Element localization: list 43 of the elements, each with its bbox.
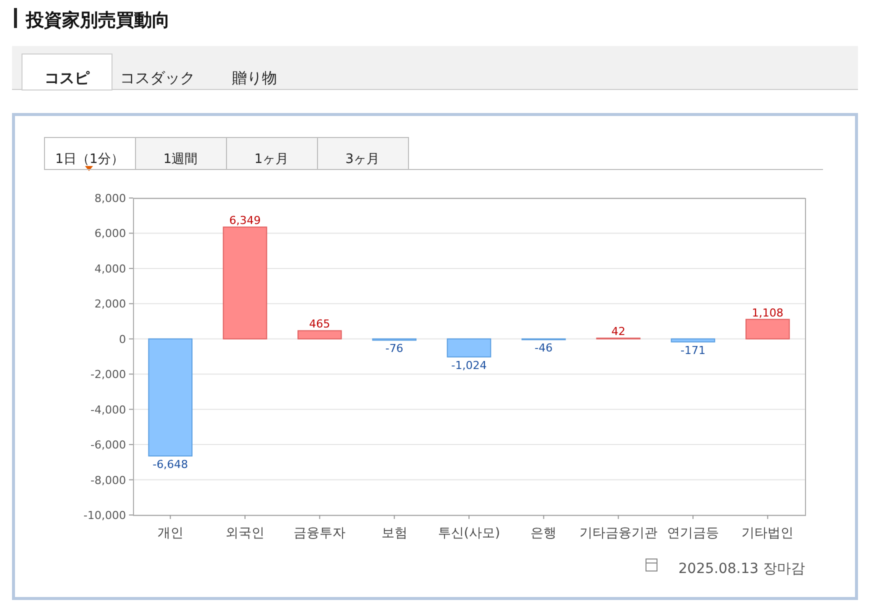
x-tick-label: 금융투자: [294, 526, 346, 541]
x-tick-label: 개인: [157, 526, 184, 541]
data-label: 42: [611, 325, 626, 338]
x-tick-label: 외국인: [226, 526, 264, 541]
y-tick-label: -2,000: [90, 368, 126, 382]
x-tick-label: 투신(사모): [438, 526, 500, 541]
text: 1ヶ月: [254, 152, 289, 167]
bar: [222, 226, 268, 340]
data-label: -171: [680, 344, 706, 357]
text: コスピ: [44, 69, 90, 87]
x-tick-label: 연기금등: [667, 526, 719, 541]
bar: [746, 318, 790, 340]
y-tick-label: -4,000: [90, 403, 126, 416]
text: 2025.08.13 장마감: [678, 561, 805, 577]
x-tick-label: 보험: [381, 526, 408, 541]
text: 1日（1分）: [55, 152, 124, 167]
text: 贈り物: [232, 69, 277, 87]
text: 1週間: [163, 152, 198, 167]
text: コスダック: [120, 69, 195, 87]
x-tick-label: 기타금융기관: [579, 526, 658, 541]
text: 3ヶ月: [345, 152, 380, 167]
data-label: -46: [534, 342, 553, 355]
y-tick-label: -6,000: [90, 438, 126, 452]
data-label: -1,024: [451, 358, 487, 372]
y-tick-label: -8,000: [90, 474, 126, 487]
y-tick-label: 0: [119, 332, 126, 346]
data-label: 6,349: [229, 214, 261, 228]
data-label: -6,648: [152, 458, 188, 471]
y-tick-label: 2,000: [94, 298, 126, 311]
bar: [148, 338, 192, 456]
y-tick-label: -10,000: [84, 509, 126, 522]
data-label: -76: [385, 342, 404, 356]
chart-title: 投資家別売買動向: [25, 10, 170, 31]
data-label: 465: [309, 318, 330, 331]
x-tick-label: 은행: [530, 526, 557, 541]
data-label: 1,108: [752, 306, 784, 320]
y-tick-label: 8,000: [94, 192, 126, 205]
y-tick-label: 4,000: [94, 262, 126, 276]
bar: [298, 330, 342, 340]
y-tick-label: 6,000: [94, 227, 126, 240]
bar: [446, 338, 492, 358]
bar: [670, 338, 716, 342]
x-tick-label: 기타법인: [742, 526, 794, 541]
